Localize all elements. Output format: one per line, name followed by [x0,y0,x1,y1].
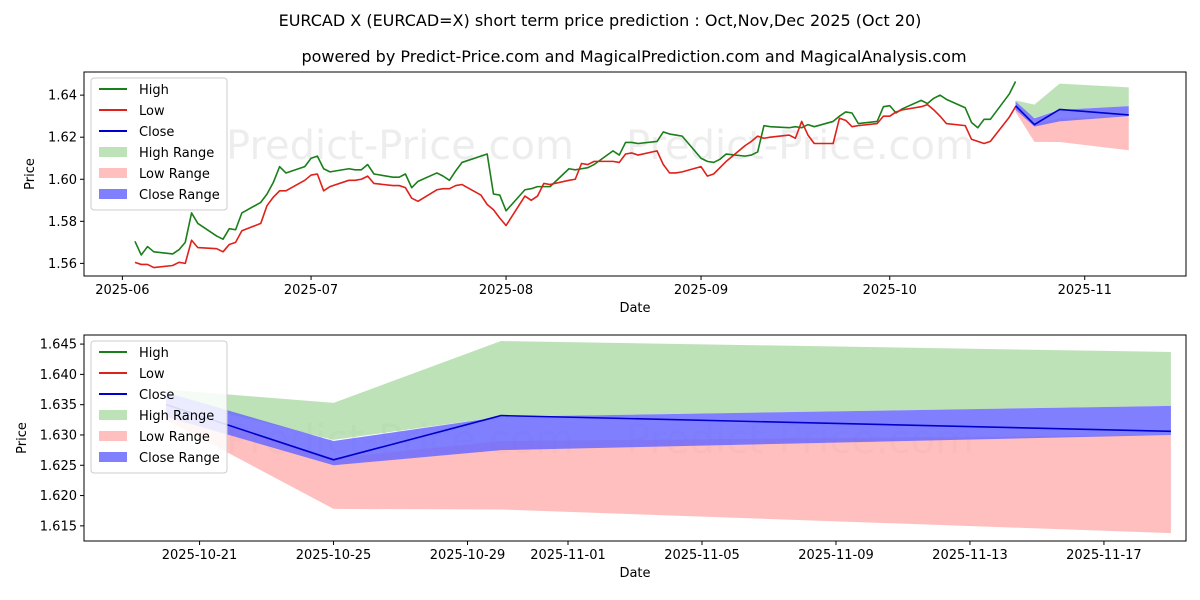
plot-frame [83,71,1187,277]
y-tick-label: 1.625 [40,459,77,474]
y-tick-label: 1.60 [48,173,77,188]
low-legend-label: Low [139,367,165,382]
close-legend-label: Close [139,388,174,403]
low-range-legend-swatch [99,431,127,441]
y-tick-label: 1.630 [40,428,77,443]
watermark-text: Predict-Price.com [626,273,974,319]
y-tick-label: 1.58 [48,215,77,230]
x-tick-label: 2025-11-01 [530,548,606,563]
plot-series-group [134,81,1129,269]
x-tick-label: 2025-10-29 [430,548,506,563]
high-range-legend-label: High Range [139,409,214,424]
close-line [1014,105,1129,126]
high-legend-label: High [139,346,169,361]
y-tick-label: 1.645 [40,338,77,353]
watermark-group: Predict-Price.com Predict-Price.com Predic… [226,123,974,319]
x-tick-label: 2025-11 [1058,283,1112,298]
y-axis-label: Price [15,422,30,454]
x-tick-label: 2025-07 [284,283,338,298]
x-tick-label: 2025-11-13 [932,548,1008,563]
x-tick-label: 2025-09 [674,283,728,298]
high-range-band [166,341,1171,440]
low-range-legend-swatch [99,168,127,178]
y-tick-label: 1.615 [40,519,77,534]
high-line [134,81,1017,256]
bottom-chart-panel: Predict-Price.comPredict-Price.com2025-1… [15,334,1187,581]
close-range-legend-label: Close Range [139,188,220,203]
close-range-legend-swatch [99,452,127,462]
chart-title: EURCAD X (EURCAD=X) short term price pre… [279,11,922,30]
top-chart-panel: Predict-Price.com Predict-Price.com Predic… [23,71,1187,319]
x-tick-label: 2025-11-17 [1066,548,1142,563]
low-line [134,103,1017,269]
y-tick-label: 1.62 [48,131,77,146]
watermark-text: Predict-Price.com [226,273,574,319]
x-axis-label: Date [619,566,650,581]
x-tick-label: 2025-10 [863,283,917,298]
high-range-band [1015,83,1129,118]
close-range-band [1015,101,1129,127]
chart-subtitle: powered by Predict-Price.com and Magical… [301,47,966,66]
high-legend-label: High [139,83,169,98]
close-range-legend-swatch [99,189,127,199]
plot-frame [83,334,1187,542]
x-tick-label: 2025-11-05 [664,548,740,563]
y-tick-label: 1.640 [40,368,77,383]
x-tick-label: 2025-10-25 [296,548,372,563]
y-tick-label: 1.635 [40,398,77,413]
x-tick-label: 2025-10-21 [162,548,238,563]
x-tick-label: 2025-08 [479,283,533,298]
y-tick-label: 1.56 [48,257,77,272]
high-range-legend-swatch [99,410,127,420]
y-axis-label: Price [23,158,38,190]
legend: High Low Close High Range Low Range Close Ran… [90,340,228,474]
high-range-legend-label: High Range [139,146,214,161]
y-tick-label: 1.620 [40,489,77,504]
low-range-legend-label: Low Range [139,430,210,445]
high-range-legend-swatch [99,147,127,157]
low-range-legend-label: Low Range [139,167,210,182]
close-range-band [166,392,1171,466]
close-line [165,403,1171,461]
close-range-legend-label: Close Range [139,451,220,466]
low-legend-label: Low [139,104,165,119]
close-legend-label: Close [139,125,174,140]
plot-background [84,72,1186,276]
watermark-text: Predict-Price.com [626,123,974,169]
watermark-text: Predict-Price.com [226,123,574,169]
x-tick-label: 2025-11-09 [798,548,874,563]
y-tick-label: 1.64 [48,89,77,104]
x-axis-label: Date [619,301,650,316]
legend: High Low Close High Range Low Range Close Ran… [90,77,228,211]
plot-series-group [165,341,1171,534]
x-tick-label: 2025-06 [95,283,149,298]
